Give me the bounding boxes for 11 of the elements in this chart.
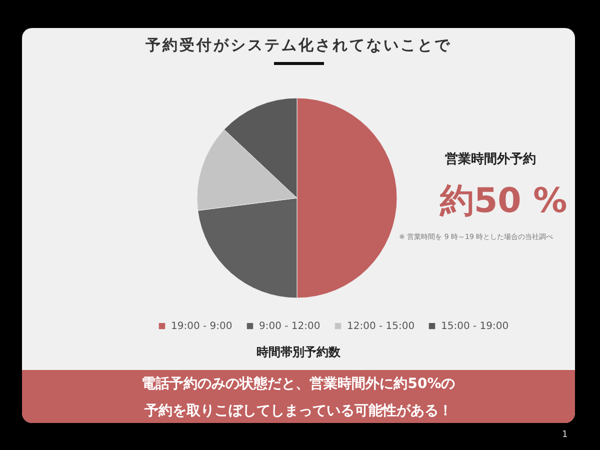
- text: 時間帯別予約数: [256, 344, 342, 361]
- text: 電話予約のみの状態だと、営業時間外に約50%の: [140, 375, 456, 393]
- text: 約50 %: [440, 180, 568, 223]
- text: 営業時間外予約: [445, 151, 536, 168]
- legend-label: 19:00 - 9:00: [171, 321, 232, 332]
- chart-title: 予約受付がシステム化されてないことで: [144, 36, 452, 55]
- text: 1: [562, 430, 568, 440]
- text: 予約を取りこぼしてしまっている可能性がある！: [144, 402, 454, 420]
- legend-label: 12:00 - 15:00: [347, 321, 415, 332]
- legend-label: 15:00 - 19:00: [441, 321, 509, 332]
- legend-label: 9:00 - 12:00: [259, 321, 320, 332]
